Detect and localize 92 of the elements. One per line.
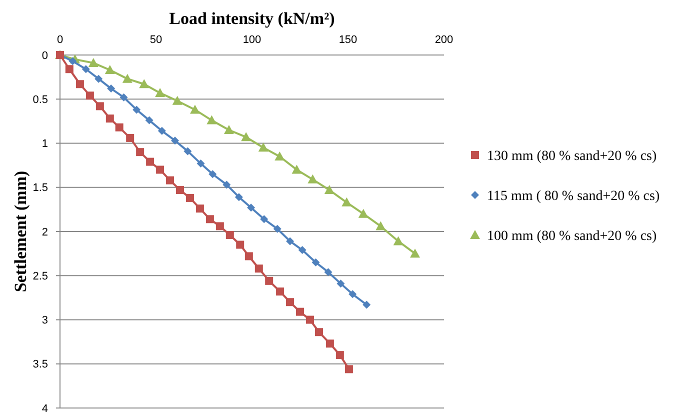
x-tick-label: 100: [242, 34, 262, 46]
point: [306, 316, 314, 324]
point: [107, 84, 116, 93]
x-axis-title: Load intensity (kN/m²): [169, 9, 335, 28]
point: [336, 280, 345, 288]
point: [196, 204, 204, 213]
point: [324, 268, 332, 276]
point: [308, 174, 318, 184]
point: [222, 180, 231, 189]
y-axis-title: Settlement (mm): [11, 170, 30, 292]
point: [260, 215, 268, 224]
point: [276, 288, 284, 296]
point: [286, 237, 294, 246]
point: [166, 176, 174, 184]
point: [342, 197, 352, 206]
point: [376, 221, 386, 230]
y-tick-label: 1: [42, 138, 48, 150]
point: [94, 74, 103, 83]
point: [184, 147, 192, 156]
point: [393, 236, 404, 246]
point: [298, 246, 306, 254]
x-tick-label: 150: [338, 34, 358, 46]
y-tick-label: 4: [42, 402, 48, 415]
point: [254, 264, 263, 273]
x-tick-label: 0: [56, 34, 64, 46]
y-tick-label: 3.5: [32, 358, 48, 371]
y-tick-label: 0: [42, 50, 48, 62]
point: [132, 106, 141, 114]
point: [258, 142, 268, 152]
point: [120, 93, 128, 102]
point: [158, 126, 166, 135]
point: [226, 231, 234, 240]
point: [265, 276, 274, 285]
y-tick-label: 0.5: [32, 94, 48, 106]
point: [274, 151, 285, 160]
point: [244, 252, 253, 260]
point: [286, 298, 294, 306]
point: [104, 65, 115, 74]
point: [326, 340, 334, 348]
point: [65, 65, 74, 74]
point: [196, 160, 205, 168]
point: [206, 215, 214, 224]
point: [122, 74, 132, 83]
legend-label: 115 mm ( 80 % sand+20 % cs): [487, 188, 660, 204]
point: [358, 208, 368, 218]
legend-label: 100 mm (80 % sand+20 % cs): [487, 228, 657, 244]
point: [96, 102, 104, 110]
point: [176, 186, 184, 194]
point: [115, 123, 124, 132]
point: [136, 148, 144, 156]
point: [88, 58, 98, 67]
point: [296, 308, 304, 316]
point: [344, 365, 353, 374]
point: [68, 57, 77, 66]
point: [312, 258, 320, 266]
y-tick-label: 2: [42, 226, 48, 238]
point: [156, 166, 164, 174]
point: [126, 134, 134, 142]
point: [324, 185, 334, 194]
y-tick-label: 2.5: [32, 270, 48, 282]
point: [171, 136, 180, 145]
point: [362, 300, 371, 309]
point: [82, 65, 90, 74]
point: [146, 158, 154, 166]
y-tick-label: 3: [42, 314, 48, 327]
point: [273, 224, 282, 233]
point: [145, 116, 154, 124]
point: [186, 194, 194, 202]
x-tick-label: 200: [434, 34, 454, 46]
point: [155, 88, 166, 97]
point: [224, 125, 234, 134]
point: [410, 248, 420, 258]
point: [336, 351, 344, 360]
point: [86, 92, 94, 100]
x-tick-label: 50: [150, 34, 162, 46]
point: [172, 96, 182, 105]
point: [208, 170, 217, 178]
point: [139, 79, 150, 88]
point: [292, 164, 302, 174]
point: [216, 222, 224, 230]
point: [206, 115, 217, 124]
point: [106, 114, 114, 123]
point: [236, 240, 244, 249]
legend-label: 130 mm (80 % sand+20 % cs): [487, 148, 657, 164]
point: [348, 290, 357, 298]
point: [247, 204, 256, 212]
point: [76, 80, 84, 88]
point: [241, 132, 252, 142]
y-tick-label: 1.5: [32, 182, 48, 194]
point: [315, 328, 324, 336]
point: [190, 104, 200, 114]
point: [234, 193, 243, 202]
